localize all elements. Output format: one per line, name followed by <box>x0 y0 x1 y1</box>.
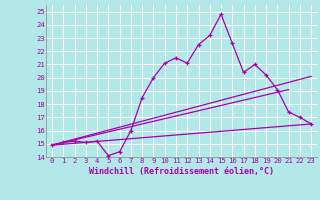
X-axis label: Windchill (Refroidissement éolien,°C): Windchill (Refroidissement éolien,°C) <box>89 167 274 176</box>
